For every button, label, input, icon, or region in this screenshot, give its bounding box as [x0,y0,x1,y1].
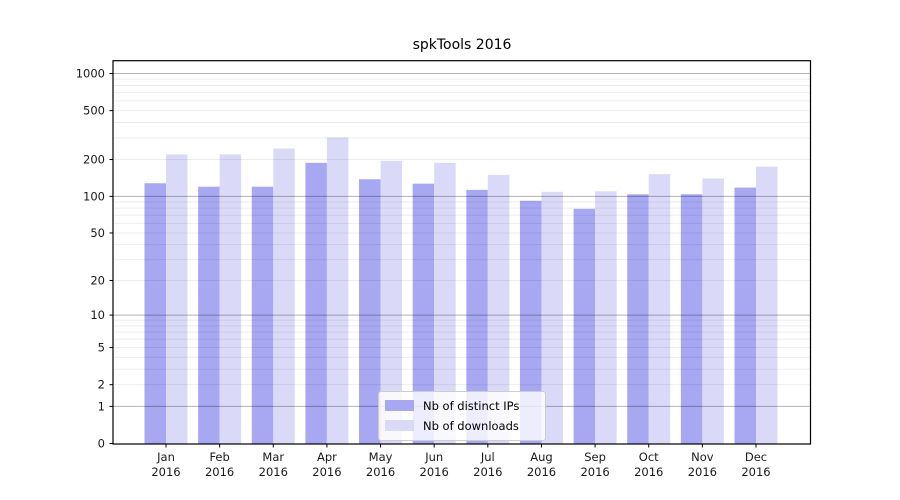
bar [519,200,542,444]
x-tick-label: Sep [584,450,606,464]
legend-swatch-downloads [385,420,414,431]
bar [734,187,756,444]
bar [487,174,510,444]
y-tick-label: 5 [98,341,105,355]
x-tick-label: 2016 [527,465,556,479]
x-tick-label: 2016 [366,465,395,479]
y-tick-label: 1000 [76,67,105,81]
x-tick-label: 2016 [634,465,663,479]
x-tick-label: Aug [530,450,552,464]
chart-title: spkTools 2016 [412,37,512,53]
x-tick-label: Feb [209,450,229,464]
y-tick-label: 20 [90,273,105,287]
bar [144,183,166,444]
y-tick-label: 200 [83,153,105,167]
x-tick-label: Dec [745,450,767,464]
legend-swatch-distinct-ips [385,400,414,411]
x-tick-label: Jul [480,450,495,464]
bar [702,178,724,444]
bar [466,189,488,444]
bar [305,162,327,444]
y-tick-label: 100 [83,189,105,203]
bar [273,148,295,444]
axis-frame [112,60,812,445]
bar [680,194,703,444]
bar [198,186,220,444]
x-tick-label: May [369,450,393,464]
bar [434,162,456,444]
legend-item-distinct-ips: Nb of distinct IPs [385,396,539,415]
x-tick-label: 2016 [741,465,770,479]
y-tick-label: 2 [98,378,105,392]
bar [412,183,435,444]
x-tick-label: Oct [639,450,659,464]
x-tick-label: Mar [262,450,284,464]
bar [359,179,381,444]
bar [595,191,617,444]
legend-label-distinct-ips: Nb of distinct IPs [423,398,520,413]
bar [166,154,188,444]
x-tick-label: 2016 [205,465,234,479]
x-tick-label: 2016 [580,465,609,479]
x-tick-label: Apr [317,450,337,464]
y-tick-label: 0 [98,437,105,451]
bar [627,194,649,444]
x-tick-label: 2016 [151,465,180,479]
y-tick-label: 1 [98,399,105,413]
bar [219,154,242,444]
bar [756,166,778,444]
y-tick-label: 50 [90,226,105,240]
x-tick-label: Jun [424,450,443,464]
bar [251,186,274,444]
bar [573,208,596,444]
y-tick-label: 10 [90,308,105,322]
legend-item-downloads: Nb of downloads [385,416,539,435]
legend: Nb of distinct IPs Nb of downloads [378,391,546,441]
x-tick-label: 2016 [420,465,449,479]
x-tick-label: 2016 [312,465,341,479]
x-tick-label: Nov [691,450,714,464]
legend-label-downloads: Nb of downloads [423,418,519,433]
x-tick-label: 2016 [473,465,502,479]
bar [326,137,349,444]
x-tick-label: 2016 [688,465,717,479]
x-tick-label: Jan [156,450,175,464]
bar [541,191,563,444]
bar [380,160,403,445]
x-tick-label: 2016 [259,465,288,479]
bar [648,174,671,444]
y-tick-label: 500 [83,104,105,118]
